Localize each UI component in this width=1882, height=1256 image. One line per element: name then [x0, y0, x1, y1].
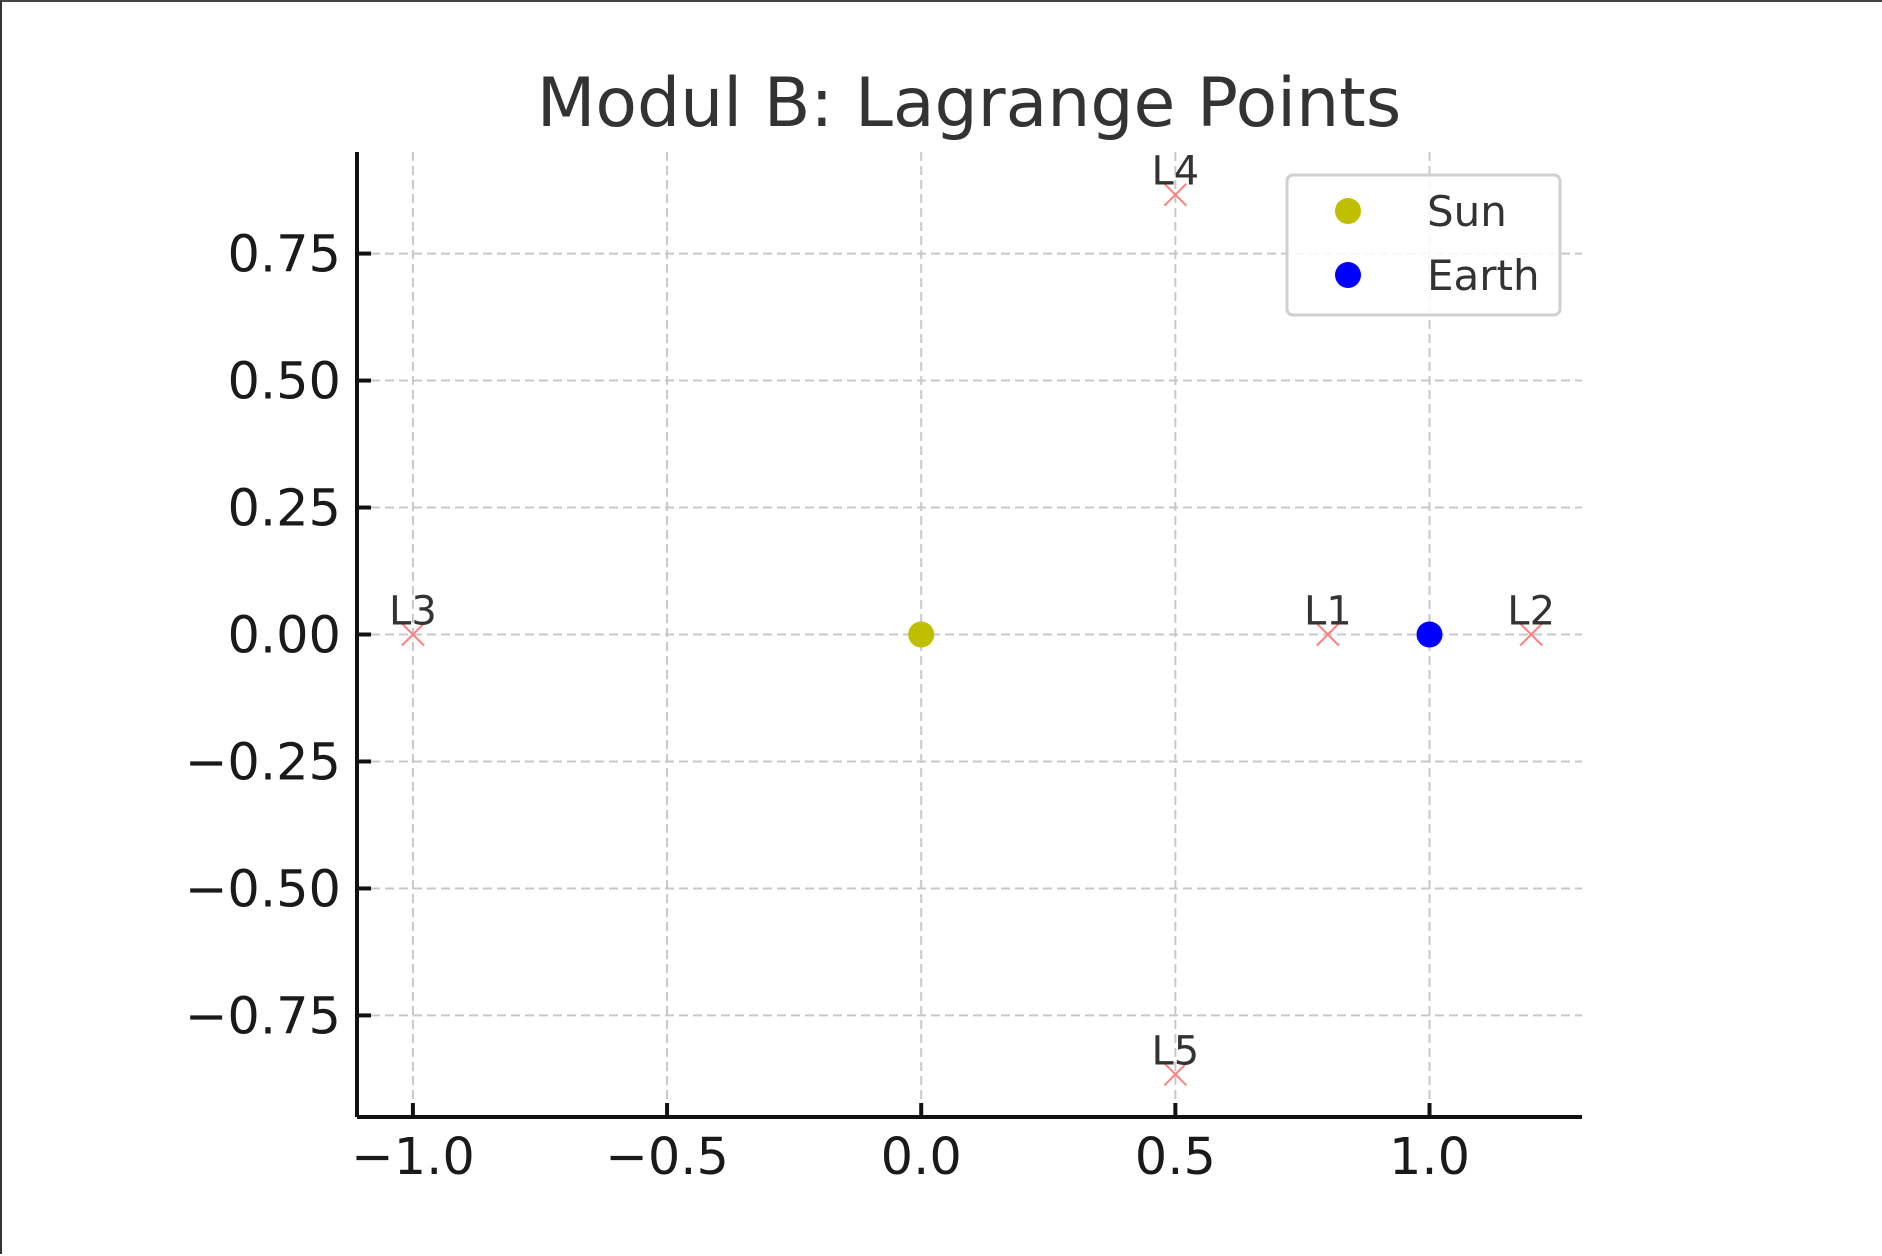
chart-title: Modul B: Lagrange Points	[537, 64, 1402, 143]
x-tick-label: 1.0	[1389, 1128, 1470, 1187]
x-tick-label: −1.0	[351, 1128, 475, 1187]
x-marker-stroke	[1163, 1062, 1188, 1087]
lagrange-label-l2: L2	[1507, 589, 1555, 635]
lagrange-label-l1: L1	[1304, 589, 1352, 635]
legend-marker-sun	[1335, 198, 1361, 224]
data-points: L1 L2 L3 L4 L5	[389, 149, 1555, 1087]
lagrange-label-l3: L3	[389, 589, 437, 635]
lagrange-point-l2	[1519, 622, 1543, 647]
tick-labels: −1.0 −0.5 0.0 0.5 1.0 0.75 0.50 0.25 0.00 −0.25 −0…	[185, 226, 1470, 1187]
x-marker-stroke	[401, 622, 425, 647]
legend: Sun Earth	[1285, 173, 1562, 317]
lagrange-point-l5	[1163, 1062, 1188, 1087]
lagrange-point-l3	[401, 622, 425, 647]
x-tick-label: 0.5	[1135, 1128, 1216, 1187]
x-marker-stroke	[1519, 622, 1543, 647]
earth-point	[1416, 621, 1443, 648]
legend-label-sun: Sun	[1427, 187, 1507, 236]
y-tick-label: 0.25	[227, 480, 341, 539]
axes	[355, 152, 1582, 1119]
lagrange-label-l5: L5	[1151, 1028, 1199, 1074]
sun-point	[908, 621, 935, 648]
y-tick-label: −0.50	[185, 860, 341, 919]
x-marker-stroke	[1163, 182, 1188, 207]
legend-marker-earth	[1335, 262, 1361, 288]
y-tick-label: 0.50	[227, 353, 341, 412]
lagrange-label-l4: L4	[1151, 149, 1199, 195]
lagrange-point-l4	[1163, 182, 1188, 207]
x-tick-label: 0.0	[881, 1128, 962, 1187]
x-marker-stroke	[1316, 622, 1340, 647]
legend-label-earth: Earth	[1427, 251, 1540, 300]
y-tick-label: 0.75	[227, 226, 341, 285]
x-tick-label: −0.5	[605, 1128, 729, 1187]
y-tick-label: 0.00	[227, 607, 341, 666]
y-tick-label: −0.75	[185, 987, 341, 1046]
y-tick-label: −0.25	[185, 733, 341, 792]
lagrange-point-l1	[1316, 622, 1340, 647]
